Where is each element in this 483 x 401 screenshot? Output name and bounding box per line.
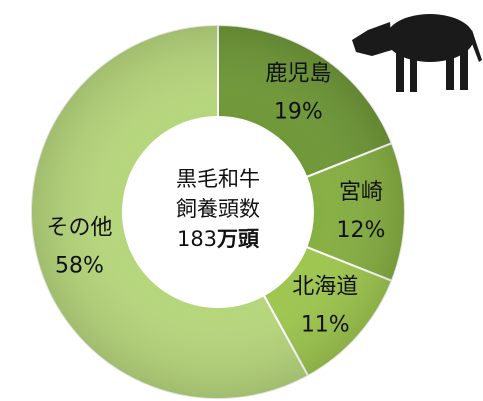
center-line: 黒毛和牛 [176, 167, 260, 191]
value-label: 58% [55, 254, 104, 279]
slice-label: 宮崎 [339, 180, 383, 205]
value-label: 12% [337, 218, 386, 243]
slice-label: 北海道 [292, 275, 358, 300]
center-total: 183万頭 [177, 227, 260, 251]
value-label: 11% [301, 313, 350, 338]
slice-label: 鹿児島 [265, 62, 331, 87]
cow-icon [352, 14, 482, 92]
total-unit: 万頭 [216, 227, 260, 251]
total-number: 183 [177, 227, 217, 251]
slice-label: その他 [46, 216, 112, 241]
center-line: 飼養頭数 [176, 197, 260, 221]
value-label: 19% [274, 100, 323, 125]
